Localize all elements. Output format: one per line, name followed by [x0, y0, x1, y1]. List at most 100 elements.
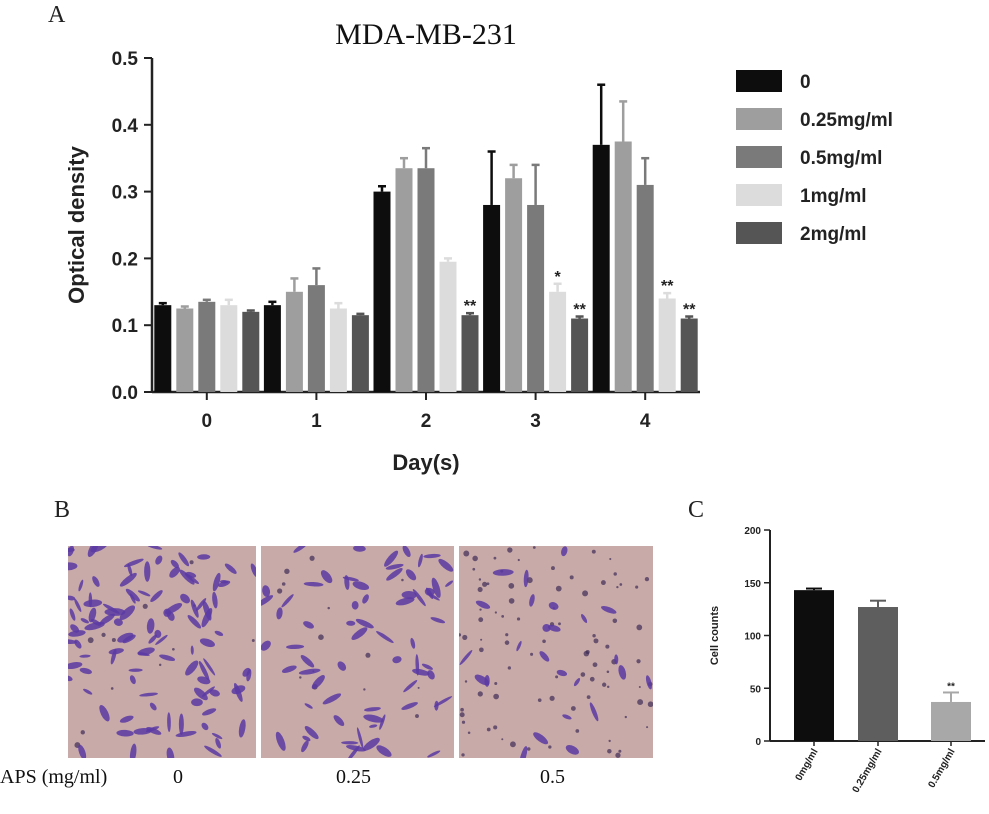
stained-cell [128, 668, 143, 672]
stained-cell [352, 581, 370, 591]
stained-cell [346, 744, 366, 752]
stain-dot [555, 585, 562, 592]
stained-cell [412, 589, 426, 607]
stained-cell [385, 563, 404, 570]
stain-dot [636, 659, 641, 664]
stain-dot [602, 682, 607, 687]
stained-cell [203, 658, 216, 676]
stained-cell [395, 597, 415, 606]
stained-cell [645, 675, 652, 690]
stained-cell [601, 605, 617, 614]
micrograph-0.25-image [261, 546, 454, 758]
stain-dot [460, 707, 464, 712]
stain-dot [569, 575, 574, 580]
stain-dot [580, 672, 586, 677]
stain-dot [480, 638, 483, 641]
panel-letter-c: C [688, 497, 705, 523]
stain-dot [558, 622, 561, 626]
stained-cell [401, 591, 417, 599]
stained-cell [376, 745, 392, 757]
stained-cell [187, 614, 202, 629]
stain-dot [549, 695, 555, 701]
stain-dot [606, 670, 610, 674]
stained-cell [431, 577, 441, 598]
stained-cell [202, 708, 217, 716]
chart-title: MDA-MB-231 [335, 18, 517, 51]
stained-cell [202, 600, 212, 621]
stained-cell [303, 621, 314, 629]
stain-dot [309, 555, 315, 561]
stained-cell [125, 588, 140, 602]
stained-cell [403, 680, 418, 693]
stained-cell [561, 546, 568, 557]
stain-dot [537, 698, 542, 702]
stained-cell [215, 737, 222, 749]
legend-swatch [736, 184, 782, 206]
stained-cell [137, 652, 150, 657]
panel-letter-a: A [48, 2, 66, 28]
stained-cell [580, 614, 588, 624]
stained-cell [523, 569, 529, 588]
x-tick-label: 4 [640, 411, 651, 432]
bar [242, 311, 260, 392]
stained-cell [234, 683, 243, 702]
stained-cell [179, 569, 195, 585]
stain-dot [582, 590, 589, 597]
aps-condition-0: 0 [173, 766, 183, 788]
micrograph-0.25 [261, 546, 454, 758]
c-y-tick-label: 200 [744, 526, 761, 537]
c-x-tick-label: 0.5mg/ml [926, 747, 957, 790]
stained-cell [79, 667, 92, 675]
stain-dot [605, 644, 610, 649]
stained-cell [78, 744, 87, 758]
stain-dot [479, 608, 482, 611]
stain-dot [638, 686, 641, 689]
micrograph-0-image [68, 546, 256, 758]
stained-cell [322, 693, 342, 705]
stained-cell [250, 563, 256, 578]
significance-mark: ** [661, 278, 674, 295]
stained-cell [445, 580, 454, 587]
stained-cell [170, 559, 179, 569]
stained-cell [90, 618, 102, 626]
stain-dot [510, 741, 516, 748]
stain-dot [478, 617, 484, 623]
stained-cell [155, 634, 168, 645]
legend-label: 2mg/ml [800, 224, 867, 245]
stain-dot [415, 714, 419, 718]
stained-cell [139, 692, 158, 697]
stain-dot [507, 666, 511, 670]
stain-dot [365, 652, 371, 658]
stained-cell [301, 740, 309, 753]
stain-dot [551, 566, 555, 571]
stain-dot [299, 676, 302, 679]
stain-dot [461, 753, 465, 757]
c-x-tick-label: 0.25mg/ml [851, 747, 885, 795]
stained-cell [548, 602, 559, 610]
bar [439, 261, 457, 392]
stain-dot [87, 637, 94, 644]
stained-cell [351, 600, 359, 610]
stained-cell [364, 707, 381, 712]
stained-cell [83, 688, 93, 695]
stain-dot [624, 715, 627, 719]
stained-cell [198, 661, 210, 681]
bar [329, 308, 347, 392]
y-tick-label: 0.3 [112, 183, 138, 204]
stained-cell [149, 702, 157, 711]
stain-dot [504, 640, 510, 645]
stained-cell [155, 555, 163, 565]
stain-dot [616, 585, 619, 589]
stain-dot [478, 578, 482, 581]
stained-cell [342, 576, 359, 582]
stained-cell [298, 668, 321, 675]
stained-cell [421, 663, 433, 670]
stain-dot [593, 638, 599, 644]
stained-cell [87, 546, 99, 558]
bar [483, 204, 501, 392]
stain-dot [608, 739, 611, 743]
stained-cell [99, 613, 115, 625]
stained-cell [484, 674, 490, 687]
stained-cell [304, 703, 313, 709]
stained-cell [376, 631, 394, 644]
